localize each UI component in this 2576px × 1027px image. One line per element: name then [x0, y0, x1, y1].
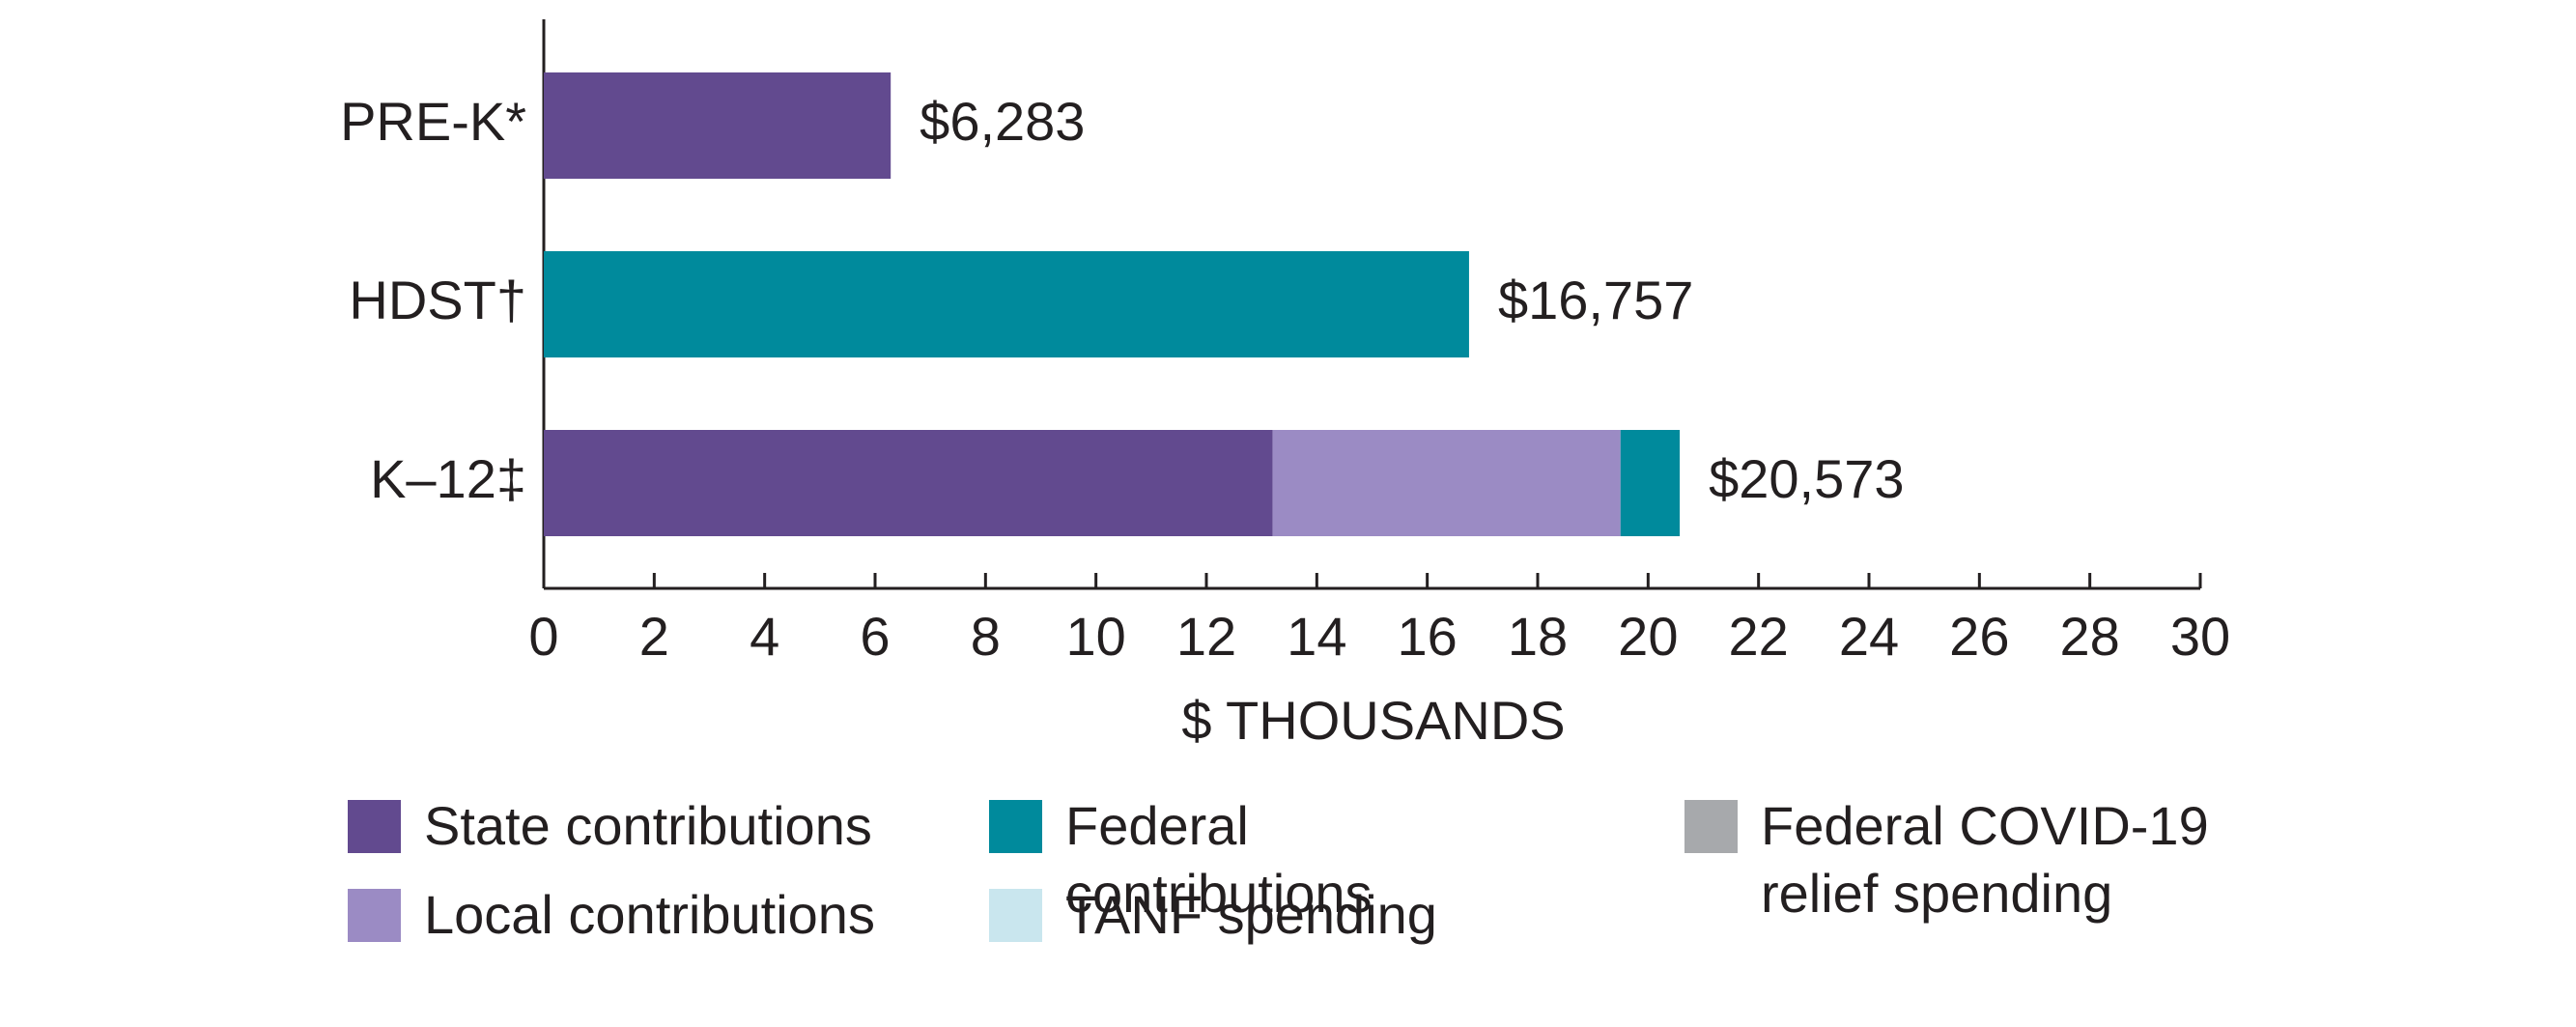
x-tick-label: 20 — [1618, 606, 1678, 667]
x-tick-label: 16 — [1398, 606, 1458, 667]
legend-item: Federal contributions — [989, 792, 1684, 924]
legend-swatch — [348, 889, 401, 942]
legend-item: State contributions — [348, 792, 989, 881]
bar-segment — [544, 72, 892, 179]
x-tick-label: 6 — [860, 606, 890, 667]
value-label: $20,573 — [1709, 448, 1904, 509]
x-tick-label: 22 — [1729, 606, 1789, 667]
x-axis-title: $ THOUSANDS — [1181, 690, 1565, 751]
y-tick-label: HDST† — [349, 270, 526, 330]
legend: State contributions Local contributions Fe… — [348, 792, 2225, 970]
chart: $ THOUSANDS 0 2 4 6 8 10 12 14 16 18 20 22 24 26 28 30P… — [340, 19, 2230, 751]
x-tick-label: 10 — [1066, 606, 1126, 667]
x-tick-label: 2 — [639, 606, 669, 667]
x-tick-label: 14 — [1287, 606, 1346, 667]
bar-segment — [1272, 430, 1621, 536]
value-label: $6,283 — [920, 91, 1085, 152]
x-tick-label: 18 — [1508, 606, 1568, 667]
x-tick-label: 30 — [2170, 606, 2230, 667]
legend-swatch — [348, 800, 401, 853]
x-tick-label: 26 — [1949, 606, 2009, 667]
x-tick-label: 4 — [750, 606, 779, 667]
x-tick-label: 8 — [971, 606, 1001, 667]
legend-item: Local contributions — [348, 881, 989, 970]
legend-label: Local contributions — [424, 884, 875, 945]
legend-swatch — [989, 889, 1042, 942]
legend-item: Federal COVID-19 relief spending — [1684, 792, 2225, 924]
legend-label: State contributions — [424, 795, 872, 856]
legend-label: TANF spending — [1065, 884, 1437, 945]
legend-swatch — [1684, 800, 1738, 853]
bar-segment — [1620, 430, 1681, 536]
x-tick-label: 12 — [1176, 606, 1236, 667]
legend-label: Federal COVID-19 relief spending — [1761, 795, 2209, 924]
legend-item: TANF spending — [989, 881, 1684, 970]
legend-swatch — [989, 800, 1042, 853]
bar-segment — [544, 430, 1273, 536]
x-tick-label: 0 — [528, 606, 558, 667]
y-tick-label: K–12‡ — [370, 448, 526, 509]
bar-segment — [544, 251, 1469, 357]
y-tick-label: PRE-K* — [340, 91, 526, 152]
legend-label: Federal contributions — [1065, 795, 1373, 924]
x-tick-label: 24 — [1839, 606, 1899, 667]
value-label: $16,757 — [1498, 270, 1693, 330]
x-tick-label: 28 — [2060, 606, 2120, 667]
